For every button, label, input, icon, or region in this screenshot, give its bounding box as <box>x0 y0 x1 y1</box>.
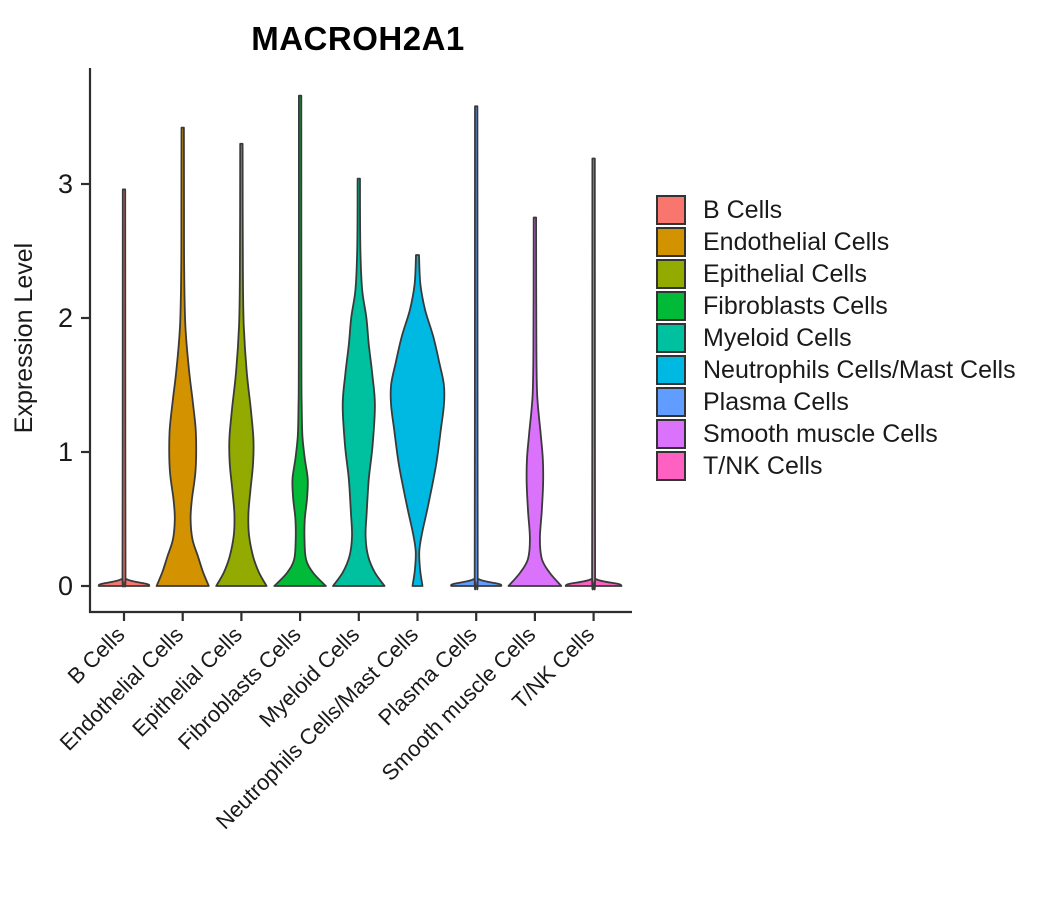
legend-item-smooth-muscle-cells: Smooth muscle Cells <box>656 419 1016 449</box>
violin-fibroblasts-cells <box>273 94 327 587</box>
legend-label: T/NK Cells <box>703 452 823 480</box>
violin-plasma-cells <box>450 105 503 591</box>
legend-label: Endothelial Cells <box>703 228 890 256</box>
violins-group <box>97 94 623 591</box>
legend-item-plasma-cells: Plasma Cells <box>656 387 1016 417</box>
legend-swatch-b-cells <box>656 195 686 225</box>
legend-label: Neutrophils Cells/Mast Cells <box>703 356 1016 384</box>
legend-item-epithelial-cells: Epithelial Cells <box>656 259 1016 289</box>
legend-label: Fibroblasts Cells <box>703 292 888 320</box>
legend-swatch-endothelial-cells <box>656 227 686 257</box>
violin-t-nk-cells <box>564 157 623 591</box>
y-axis-title: Expression Level <box>10 243 38 433</box>
y-tick-label: 2 <box>58 303 73 333</box>
legend-item-t-nk-cells: T/NK Cells <box>656 451 1016 481</box>
legend-item-endothelial-cells: Endothelial Cells <box>656 227 1016 257</box>
violin-neutrophils-cells-mast-cells <box>389 254 446 587</box>
legend-label: Epithelial Cells <box>703 260 867 288</box>
legend-item-b-cells: B Cells <box>656 195 1016 225</box>
legend-swatch-fibroblasts-cells <box>656 291 686 321</box>
violin-myeloid-cells <box>332 177 386 587</box>
legend: B Cells Endothelial Cells Epithelial Cells… <box>656 195 1016 483</box>
legend-label: Myeloid Cells <box>703 324 852 352</box>
legend-swatch-smooth-muscle-cells <box>656 419 686 449</box>
legend-swatch-myeloid-cells <box>656 323 686 353</box>
violin-b-cells <box>97 188 151 588</box>
legend-swatch-neutrophils-cells-mast-cells <box>656 355 686 385</box>
violin-smooth-muscle-cells <box>507 216 563 587</box>
y-tick-label: 3 <box>58 169 73 199</box>
violin-epithelial-cells <box>215 142 268 587</box>
legend-label: Plasma Cells <box>703 388 849 416</box>
chart-title: MACROH2A1 <box>251 20 465 57</box>
y-tick-label: 0 <box>58 571 73 601</box>
violin-endothelial-cells <box>155 126 210 587</box>
legend-item-fibroblasts-cells: Fibroblasts Cells <box>656 291 1016 321</box>
legend-swatch-t-nk-cells <box>656 451 686 481</box>
legend-item-myeloid-cells: Myeloid Cells <box>656 323 1016 353</box>
legend-swatch-epithelial-cells <box>656 259 686 289</box>
legend-swatch-plasma-cells <box>656 387 686 417</box>
legend-item-neutrophils-cells-mast-cells: Neutrophils Cells/Mast Cells <box>656 355 1016 385</box>
legend-label: B Cells <box>703 196 783 224</box>
y-tick-label: 1 <box>58 437 73 467</box>
legend-label: Smooth muscle Cells <box>703 420 938 448</box>
axis-lines <box>88 68 632 614</box>
